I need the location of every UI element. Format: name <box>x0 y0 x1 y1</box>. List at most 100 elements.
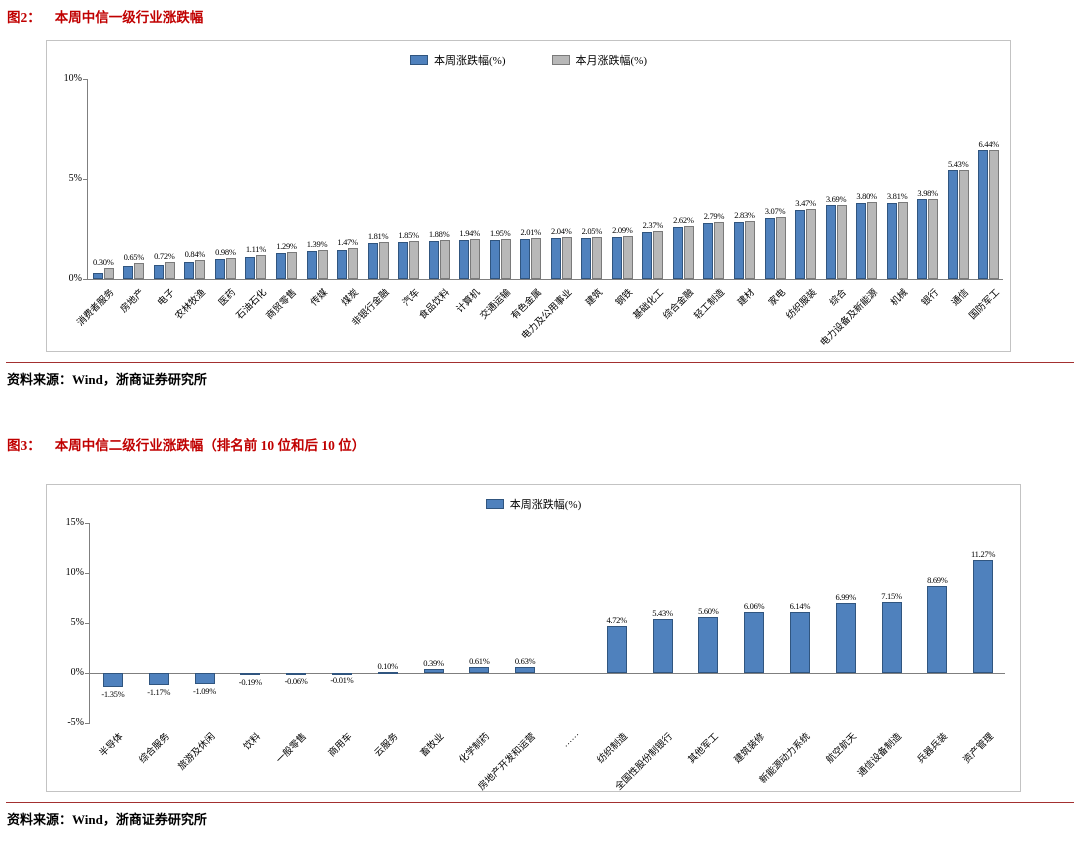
category-label: 一般零售 <box>275 731 310 766</box>
legend-item-month: 本月涨跌幅(%) <box>551 52 647 68</box>
bar-value-label: 0.61% <box>469 655 490 666</box>
legend-item-week: 本周涨跌幅(%) <box>485 496 582 512</box>
legend-item-week: 本周涨跌幅(%) <box>410 52 506 68</box>
category-label: 建筑 <box>584 287 605 309</box>
category-label: 交通运输 <box>479 287 514 322</box>
legend-label: 本周涨跌幅(%) <box>509 499 582 511</box>
bar-week <box>331 673 352 675</box>
bar-month <box>348 248 359 279</box>
bar-value-label: -1.09% <box>193 685 216 696</box>
bar-week <box>733 222 744 279</box>
figure2-source-text: 资料来源：Wind，浙商证券研究所 <box>7 372 207 387</box>
bar-month <box>897 202 908 279</box>
chart2-plot-area: -5% 0% 5% 10% 15% -1.35% 半导体 -1.17% 综合服务 -1.09% 旅游… <box>66 517 1005 791</box>
bar-value-label: 2.83% <box>734 210 755 220</box>
bar-week <box>367 242 378 279</box>
category-label: 食品饮料 <box>418 287 453 322</box>
category-label: 半导体 <box>98 731 126 760</box>
y-axis-tick-label: 10% <box>63 73 82 84</box>
y-axis-tick-label: 10% <box>65 567 84 578</box>
week-series-swatch-icon <box>485 499 504 509</box>
bar-week <box>978 150 989 279</box>
bar-week <box>245 256 256 279</box>
bar-month <box>683 226 694 279</box>
figure3-title: 本周中信二级行业涨跌幅（排名前 10 位和后 10 位） <box>54 438 366 453</box>
bar-value-label: 4.72% <box>606 614 627 625</box>
month-series-swatch-icon <box>551 55 570 65</box>
bar-value-label: 2.05% <box>581 226 603 236</box>
bar-value-label: 1.39% <box>306 239 328 249</box>
bar-week <box>606 625 627 673</box>
bar-week <box>184 262 195 279</box>
bar-value-label: 1.47% <box>337 237 358 247</box>
divider-line <box>6 362 1074 363</box>
y-axis-tick-label: 0% <box>68 273 82 284</box>
bar-value-label: 2.09% <box>612 225 633 235</box>
category-label: 兵器兵装 <box>916 731 951 766</box>
bar-week <box>286 673 307 675</box>
bar-week <box>550 238 561 279</box>
bar-week <box>306 251 317 279</box>
bar-month <box>989 150 1000 279</box>
category-label: 综合金融 <box>662 287 697 322</box>
bar-value-label: 1.81% <box>367 231 389 241</box>
y-axis-tick-label: 5% <box>70 617 84 628</box>
figure3-source-row: 资料来源：Wind，浙商证券研究所 <box>7 809 207 828</box>
category-label: 银行 <box>920 287 941 309</box>
bar-month <box>256 255 267 279</box>
category-label: 通信 <box>950 287 972 309</box>
figure2-title: 本周中信一级行业涨跌幅 <box>54 10 204 25</box>
bar-value-label: 5.43% <box>947 159 969 169</box>
category-label: 综合服务 <box>137 731 172 766</box>
bar-week <box>947 170 958 279</box>
bar-value-label: 2.62% <box>673 215 694 225</box>
bar-value-label: 2.79% <box>703 211 725 221</box>
bar-value-label: 0.65% <box>123 252 145 262</box>
y-axis-tick-label: 15% <box>65 517 84 528</box>
category-label: 综合 <box>828 287 849 309</box>
bar-month <box>806 209 817 279</box>
bar-value-label: 1.11% <box>245 244 266 254</box>
bar-month <box>500 239 511 279</box>
y-axis-tick-label: 5% <box>68 173 82 184</box>
category-label: 化学制药 <box>458 731 493 766</box>
bar-week <box>377 672 398 674</box>
y-axis-tick-mark <box>83 279 88 280</box>
bar-week <box>835 603 856 673</box>
figure2-header: 图2： 本周中信一级行业涨跌幅 <box>7 6 203 26</box>
bar-value-label: 7.15% <box>881 590 902 601</box>
bar-week <box>469 666 490 673</box>
category-label: …… <box>560 729 581 750</box>
bar-value-label: 2.04% <box>551 226 572 236</box>
bar-value-label: 3.80% <box>856 191 877 201</box>
figure2-chart: 本周涨跌幅(%) 本月涨跌幅(%) 0% 5% 10% 0.30% 消费者服务 0.65% 房… <box>46 40 1011 352</box>
bar-value-label: -1.35% <box>101 688 125 699</box>
bar-week <box>489 240 500 279</box>
bar-value-label: 6.06% <box>743 601 765 612</box>
bar-value-label: 2.01% <box>520 227 541 237</box>
bar-value-label: 8.69% <box>927 575 948 586</box>
bar-week <box>652 618 673 673</box>
category-label: 机械 <box>889 287 911 309</box>
category-label: 航空航天 <box>824 731 859 766</box>
bar-month <box>592 237 603 279</box>
bar-value-label: 5.43% <box>652 607 673 618</box>
y-axis-tick-mark <box>85 723 90 724</box>
bar-value-label: 3.07% <box>764 206 786 216</box>
bar-week <box>428 241 439 279</box>
bar-week <box>581 238 592 279</box>
figure3-header: 图3： 本周中信二级行业涨跌幅（排名前 10 位和后 10 位） <box>7 434 365 454</box>
bar-month <box>531 238 542 279</box>
y-axis-tick-mark <box>85 673 90 674</box>
bar-month <box>867 202 878 279</box>
bar-week <box>423 669 444 673</box>
y-axis-tick-mark <box>85 523 90 524</box>
category-label: 云服务 <box>373 731 401 760</box>
x-axis-line <box>88 279 1003 280</box>
bar-month <box>836 205 847 279</box>
figure3-chart: 本周涨跌幅(%) -5% 0% 5% 10% 15% -1.35% 半导体 -1.17% 综合服… <box>46 484 1021 792</box>
category-label: 通信设备制造 <box>857 731 905 780</box>
category-label: 医药 <box>217 287 239 309</box>
y-axis-tick-mark <box>83 79 88 80</box>
y-axis-tick-mark <box>85 623 90 624</box>
